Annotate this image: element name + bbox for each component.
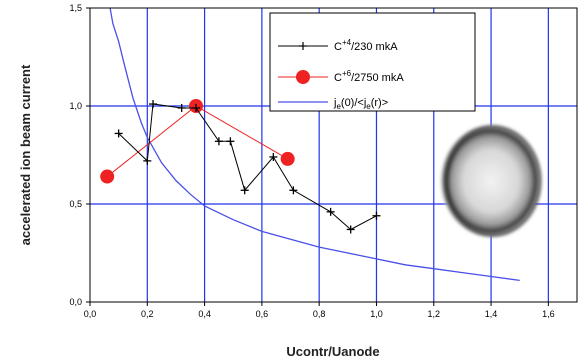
legend-label-c6: C+6/2750 mkA — [334, 69, 404, 84]
series-0-point — [191, 103, 200, 112]
legend-box — [269, 12, 476, 112]
series-0-point — [149, 100, 158, 109]
y-tick-label: 1,5 — [69, 3, 82, 13]
x-axis-title: Ucontr/Uanode — [286, 344, 379, 359]
beam-spot-image — [441, 125, 542, 237]
y-axis-ticks: 0,0 0,5 1,0 1,5 — [69, 3, 90, 307]
series-0-point — [177, 103, 186, 112]
x-tick-label: 0,0 — [84, 309, 97, 319]
series-0-point — [289, 186, 298, 195]
legend-label-je: je(0)/<je(r)> — [333, 97, 388, 111]
x-tick-label: 1,0 — [370, 309, 383, 319]
series-0-point — [214, 137, 223, 146]
legend-label-c4: C+4/230 mkA — [334, 38, 398, 53]
x-tick-label: 0,6 — [256, 309, 269, 319]
x-tick-label: 0,2 — [141, 309, 154, 319]
x-tick-label: 1,2 — [428, 309, 441, 319]
x-tick-label: 0,8 — [313, 309, 326, 319]
series-0-point — [346, 225, 355, 234]
series-0-point — [326, 207, 335, 216]
y-tick-label: 0,0 — [69, 297, 82, 307]
series-2-line — [109, 7, 520, 282]
y-tick-label: 0,5 — [69, 199, 82, 209]
legend-marker-plus — [299, 42, 307, 50]
plot-frame — [89, 7, 578, 303]
series-0-point — [114, 129, 123, 138]
series-0-point — [372, 211, 381, 220]
series-0-point — [143, 156, 152, 165]
series-1-point — [100, 169, 115, 184]
x-tick-label: 0,4 — [198, 309, 211, 319]
series-0-point — [240, 186, 249, 195]
y-tick-label: 1,0 — [69, 101, 82, 111]
x-tick-label: 1,6 — [542, 309, 555, 319]
series-layer — [100, 7, 520, 282]
legend-marker-circle — [296, 70, 310, 84]
x-axis-ticks: 0,0 0,2 0,4 0,6 0,8 1,0 1,2 1,4 1,6 — [84, 302, 555, 319]
series-1-point — [280, 151, 295, 166]
y-axis-title: accelerated ion beam current — [18, 64, 33, 245]
x-tick-label: 1,4 — [485, 309, 498, 319]
series-0-point — [269, 152, 278, 161]
series-0-point — [226, 137, 235, 146]
legend: C+4/230 mkA C+6/2750 mkA je(0)/<je(r)> — [269, 12, 476, 112]
